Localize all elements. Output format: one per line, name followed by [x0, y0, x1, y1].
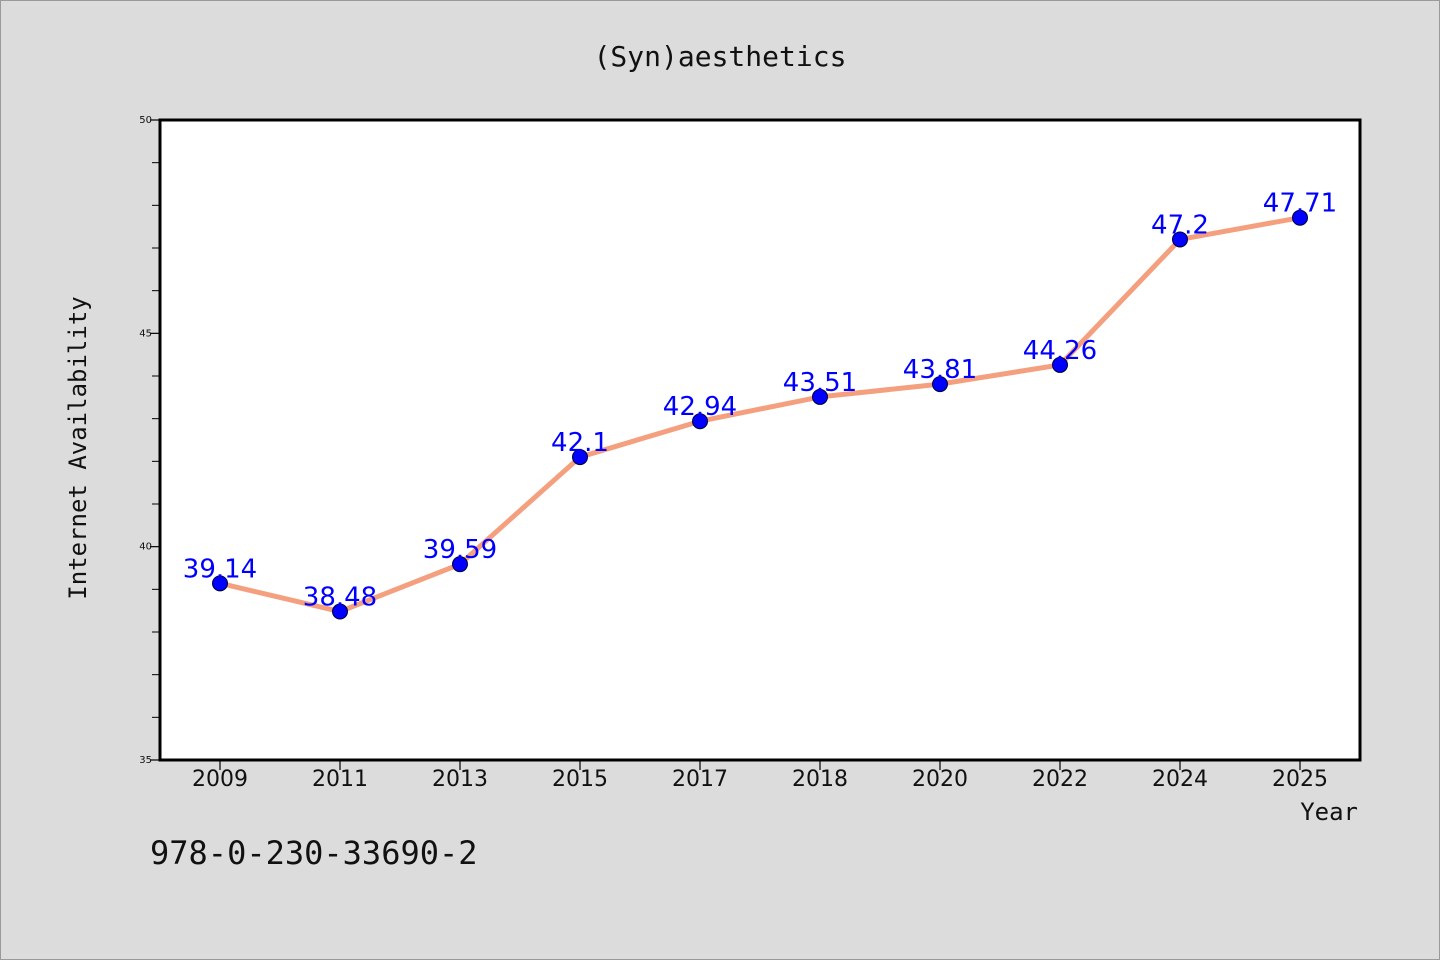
x-tick-label: 2024 — [1152, 767, 1208, 792]
data-point — [1292, 209, 1308, 226]
series-layer — [212, 209, 1308, 620]
x-tick-label: 2022 — [1032, 767, 1088, 792]
data-point — [812, 388, 828, 405]
data-label: 42.1 — [551, 428, 609, 458]
data-label: 38.48 — [303, 583, 377, 613]
x-axis-label: Year — [1300, 798, 1358, 826]
x-tick-label: 2011 — [312, 767, 368, 792]
data-point — [212, 575, 228, 592]
data-point — [572, 449, 588, 466]
x-tick-label: 2018 — [792, 767, 848, 792]
y-tick-label: 40 — [139, 542, 152, 553]
series-line — [217, 215, 1303, 615]
data-label: 39.59 — [423, 535, 497, 565]
data-label: 39.14 — [183, 554, 257, 584]
x-tick-label: 2020 — [912, 767, 968, 792]
data-point — [452, 556, 468, 573]
x-tick-label: 2013 — [432, 767, 488, 792]
x-tick-label: 2015 — [552, 767, 608, 792]
data-label: 43.51 — [783, 368, 857, 398]
data-label: 47.71 — [1263, 189, 1337, 219]
x-tick-label: 2009 — [192, 767, 248, 792]
y-axis-label: Internet Availability — [64, 296, 92, 599]
data-point — [1172, 231, 1188, 248]
x-tick-label: 2017 — [672, 767, 728, 792]
chart-title: (Syn)aesthetics — [594, 40, 847, 73]
data-label: 47.2 — [1151, 210, 1209, 240]
data-point — [692, 413, 708, 430]
data-labels: 39.14 38.48 39.59 42.1 42.94 43.51 43.81 44.26 4… — [183, 189, 1337, 613]
data-point — [332, 603, 348, 620]
y-axis-ticks: 35 40 45 50 — [139, 115, 160, 766]
x-tick-label: 2025 — [1272, 767, 1328, 792]
data-point — [1052, 356, 1068, 373]
y-tick-label: 50 — [139, 115, 152, 126]
x-axis-ticks: 2009 2011 2013 2015 2017 2018 2020 2022 2024 2025 — [192, 760, 1328, 792]
data-label: 43.81 — [903, 355, 977, 385]
plot-area — [160, 120, 1360, 760]
plot-frame — [158, 118, 1362, 762]
isbn-text: 978-0-230-33690-2 — [150, 834, 478, 872]
data-label: 42.94 — [663, 392, 737, 422]
data-point — [932, 376, 948, 393]
y-tick-label: 45 — [139, 328, 152, 339]
y-tick-label: 35 — [139, 755, 152, 766]
data-label: 44.26 — [1023, 336, 1097, 366]
